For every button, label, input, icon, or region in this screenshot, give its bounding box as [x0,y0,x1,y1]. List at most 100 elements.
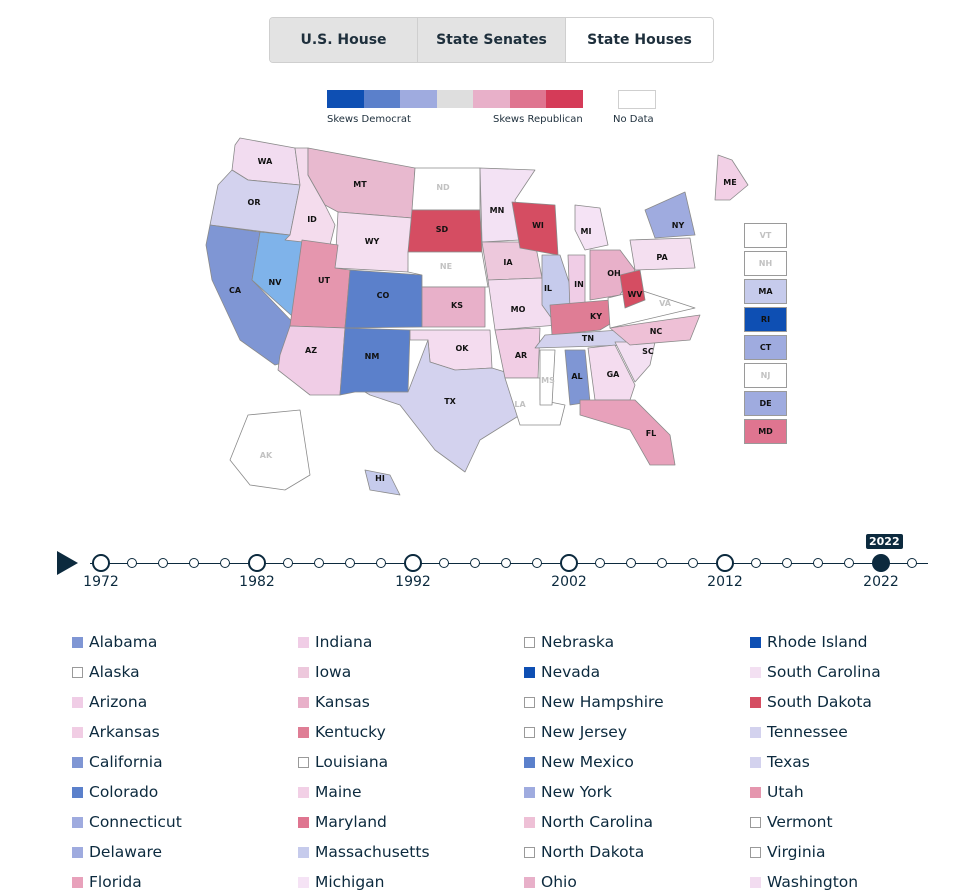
state-swatch [524,786,535,798]
timeline-decade-dot[interactable] [92,554,110,572]
state-list-item[interactable]: Massachusetts [298,843,430,861]
state-list-item[interactable]: Maryland [298,813,387,831]
state-pa[interactable] [629,237,696,271]
state-list-item[interactable]: New Hampshire [524,693,664,711]
timeline-year-dot[interactable] [438,558,449,568]
state-list-item[interactable]: Rhode Island [750,633,868,651]
state-name: Michigan [315,873,385,891]
state-list-item[interactable]: Arkansas [72,723,160,741]
state-list-item[interactable]: Connecticut [72,813,182,831]
small-state-vt[interactable]: VT [744,223,787,248]
timeline-year-dot[interactable] [844,558,855,568]
small-state-ri[interactable]: RI [744,307,787,332]
timeline-year-dot[interactable] [282,558,293,568]
state-name: Iowa [315,663,352,681]
state-list-item[interactable]: Washington [750,873,858,891]
state-list-item[interactable]: Nevada [524,663,600,681]
state-list-item[interactable]: Vermont [750,813,833,831]
state-list-item[interactable]: South Dakota [750,693,872,711]
state-mi[interactable] [574,204,609,251]
timeline-year-dot[interactable] [376,558,387,568]
timeline-year-dot[interactable] [189,558,200,568]
timeline-year-dot[interactable] [501,558,512,568]
state-list-item[interactable]: Louisiana [298,753,388,771]
state-list-item[interactable]: Delaware [72,843,162,861]
state-list-item[interactable]: Kansas [298,693,370,711]
timeline-year-dot[interactable] [750,558,761,568]
timeline-year-dot[interactable] [906,558,917,568]
timeline-decade-dot[interactable] [404,554,422,572]
tab-state-houses[interactable]: State Houses [566,18,713,62]
state-hi[interactable] [364,469,401,496]
state-list-item[interactable]: California [72,753,163,771]
small-state-md[interactable]: MD [744,419,787,444]
state-wv[interactable] [619,269,646,309]
timeline-year-dot[interactable] [345,558,356,568]
state-list-item[interactable]: Nebraska [524,633,614,651]
state-nc[interactable] [609,314,701,346]
small-state-nh[interactable]: NH [744,251,787,276]
state-label-ca: CA [229,286,242,295]
tab-us-house[interactable]: U.S. House [270,18,418,62]
small-state-ma[interactable]: MA [744,279,787,304]
state-list-item[interactable]: New Mexico [524,753,634,771]
timeline-year-dot[interactable] [625,558,636,568]
state-nm[interactable] [339,327,411,396]
state-list-item[interactable]: Tennessee [750,723,848,741]
state-list-item[interactable]: North Carolina [524,813,653,831]
timeline-year-dot[interactable] [813,558,824,568]
small-state-de[interactable]: DE [744,391,787,416]
state-list-item[interactable]: Ohio [524,873,577,891]
state-list-item[interactable]: Alabama [72,633,157,651]
state-ks[interactable] [421,286,486,328]
state-fl[interactable] [579,399,676,466]
timeline-year-dot[interactable] [688,558,699,568]
state-swatch [72,756,83,768]
state-list-item[interactable]: Utah [750,783,804,801]
state-list-item[interactable]: Colorado [72,783,158,801]
state-swatch [750,786,761,798]
timeline-decade-dot[interactable] [560,554,578,572]
state-az[interactable] [277,325,346,396]
state-list-item[interactable]: North Dakota [524,843,644,861]
timeline-current-marker[interactable] [872,554,890,572]
state-list-item[interactable]: Indiana [298,633,372,651]
timeline-year-dot[interactable] [594,558,605,568]
timeline-year-dot[interactable] [220,558,231,568]
state-me[interactable] [714,154,749,201]
state-name: Massachusetts [315,843,430,861]
state-swatch [750,846,761,858]
timeline-year-dot[interactable] [469,558,480,568]
tab-state-senates[interactable]: State Senates [418,18,566,62]
state-ny[interactable] [644,191,696,239]
current-year-badge: 2022 [866,534,903,549]
timeline-year-dot[interactable] [313,558,324,568]
play-icon[interactable] [57,551,78,575]
timeline-year-dot[interactable] [532,558,543,568]
timeline-decade-dot[interactable] [248,554,266,572]
small-state-ct[interactable]: CT [744,335,787,360]
state-list-item[interactable]: Alaska [72,663,140,681]
timeline-year-dot[interactable] [126,558,137,568]
state-list-item[interactable]: Arizona [72,693,147,711]
state-list-item[interactable]: Kentucky [298,723,386,741]
state-label-ne: NE [440,262,452,271]
state-list-item[interactable]: Florida [72,873,142,891]
state-list-item[interactable]: Virginia [750,843,825,861]
timeline-year-dot[interactable] [781,558,792,568]
timeline-year-dot[interactable] [157,558,168,568]
state-list-item[interactable]: Iowa [298,663,351,681]
state-list-item[interactable]: South Carolina [750,663,881,681]
state-ga[interactable] [587,344,636,401]
state-list-item[interactable]: Michigan [298,873,385,891]
state-list-item[interactable]: Texas [750,753,810,771]
state-ms[interactable] [539,349,556,406]
timeline-year-dot[interactable] [657,558,668,568]
state-ak[interactable] [229,409,311,491]
state-list-item[interactable]: New Jersey [524,723,627,741]
state-list-item[interactable]: New York [524,783,612,801]
timeline-decade-dot[interactable] [716,554,734,572]
small-state-nj[interactable]: NJ [744,363,787,388]
state-list-item[interactable]: Maine [298,783,362,801]
state-swatch [298,666,309,678]
